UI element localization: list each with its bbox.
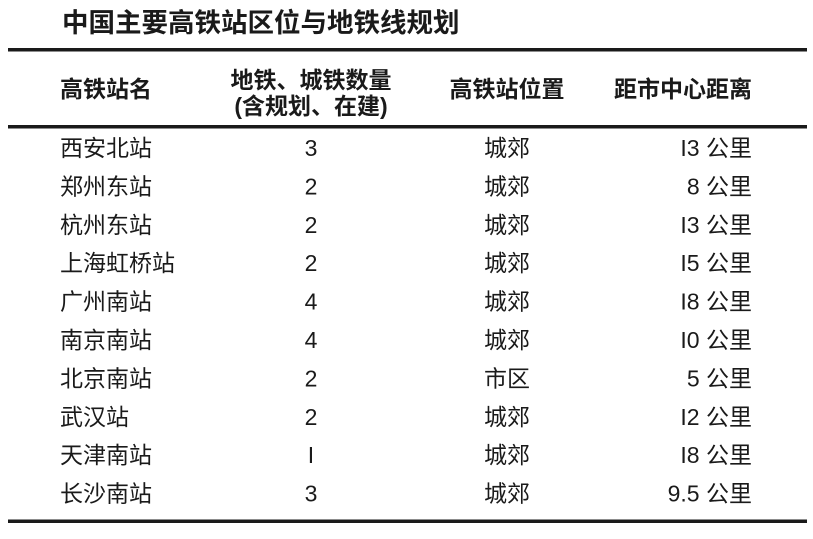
svg-text:城郊: 城郊	[484, 481, 530, 507]
svg-text:城郊: 城郊	[484, 442, 530, 468]
svg-text:(含规划、在建): (含规划、在建)	[234, 93, 387, 119]
svg-text:I2 公里: I2 公里	[680, 404, 752, 430]
svg-text:I8 公里: I8 公里	[680, 289, 752, 315]
svg-text:I3 公里: I3 公里	[680, 212, 752, 238]
svg-text:I5 公里: I5 公里	[680, 250, 752, 276]
svg-text:北京南站: 北京南站	[60, 365, 152, 391]
svg-text:南京南站: 南京南站	[60, 327, 152, 353]
svg-text:城郊: 城郊	[484, 327, 530, 353]
svg-text:2: 2	[305, 250, 318, 276]
svg-text:地铁、城铁数量: 地铁、城铁数量	[231, 67, 392, 93]
svg-text:3: 3	[305, 481, 318, 507]
svg-text:城郊: 城郊	[484, 173, 530, 199]
svg-text:武汉站: 武汉站	[60, 404, 129, 430]
svg-text:I3 公里: I3 公里	[680, 135, 752, 161]
svg-text:I8 公里: I8 公里	[680, 442, 752, 468]
svg-text:9.5 公里: 9.5 公里	[668, 481, 752, 507]
svg-text:市区: 市区	[484, 365, 530, 391]
svg-text:2: 2	[305, 404, 318, 430]
svg-text:中国主要高铁站区位与地铁线规划: 中国主要高铁站区位与地铁线规划	[62, 8, 460, 38]
svg-text:上海虹桥站: 上海虹桥站	[60, 250, 175, 276]
svg-text:4: 4	[305, 327, 318, 353]
svg-text:长沙南站: 长沙南站	[60, 481, 152, 507]
svg-text:4: 4	[305, 289, 318, 315]
svg-text:西安北站: 西安北站	[60, 135, 152, 161]
svg-text:2: 2	[305, 365, 318, 391]
svg-text:城郊: 城郊	[484, 135, 530, 161]
svg-text:2: 2	[305, 173, 318, 199]
svg-text:城郊: 城郊	[484, 404, 530, 430]
svg-text:广州南站: 广州南站	[60, 289, 152, 315]
svg-text:I0 公里: I0 公里	[680, 327, 752, 353]
svg-text:天津南站: 天津南站	[60, 442, 152, 468]
svg-text:高铁站名: 高铁站名	[60, 76, 152, 102]
svg-text:3: 3	[305, 135, 318, 161]
svg-text:城郊: 城郊	[484, 212, 530, 238]
svg-text:2: 2	[305, 212, 318, 238]
svg-text:杭州东站: 杭州东站	[60, 212, 152, 238]
svg-text:I: I	[308, 442, 314, 468]
svg-text:城郊: 城郊	[484, 250, 530, 276]
svg-text:城郊: 城郊	[484, 289, 530, 315]
svg-text:8 公里: 8 公里	[687, 173, 752, 199]
svg-text:距市中心距离: 距市中心距离	[614, 76, 752, 102]
svg-text:5 公里: 5 公里	[687, 365, 752, 391]
svg-text:高铁站位置: 高铁站位置	[450, 76, 565, 102]
svg-text:郑州东站: 郑州东站	[60, 173, 152, 199]
